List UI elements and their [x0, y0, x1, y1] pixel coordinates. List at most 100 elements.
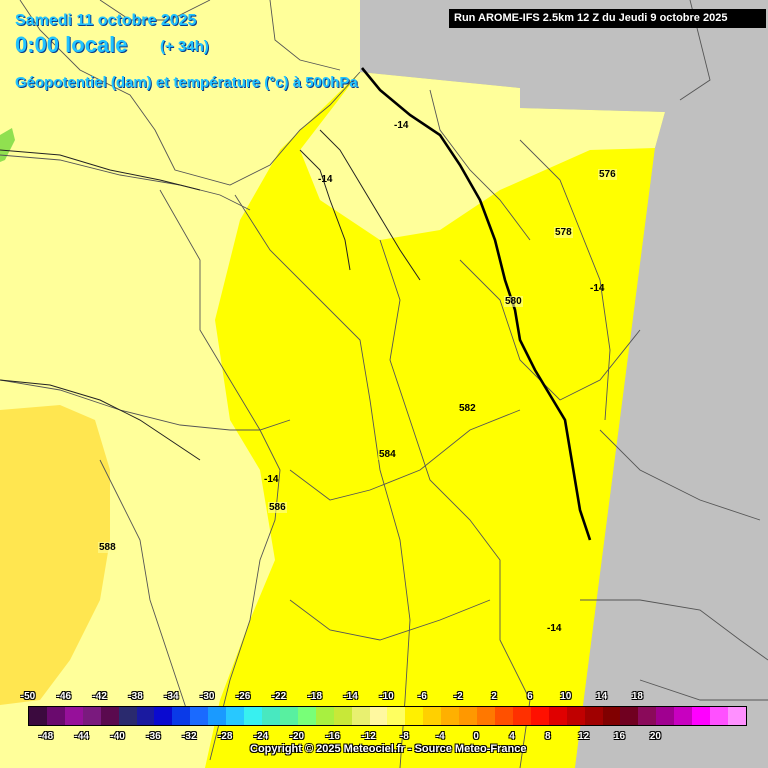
legend-swatch [512, 707, 531, 725]
legend-top-label: -38 [128, 691, 143, 702]
legend-swatch [566, 707, 585, 725]
legend-swatch [190, 707, 209, 725]
legend-top-label: -10 [379, 691, 394, 702]
legend-swatch [315, 707, 334, 725]
out-of-domain-east [575, 112, 768, 768]
legend-swatch [261, 707, 280, 725]
color-legend [28, 706, 747, 726]
label-temp-4: -14 [264, 474, 279, 485]
band-588 [0, 405, 110, 705]
legend-swatch [620, 707, 639, 725]
legend-bottom-label: 12 [578, 731, 590, 742]
green-patch [0, 128, 15, 162]
label-temp-2: -14 [318, 174, 333, 185]
legend-swatch [405, 707, 424, 725]
legend-bottom-label: -12 [361, 731, 376, 742]
legend-top-label: -30 [200, 691, 215, 702]
legend-swatch [118, 707, 137, 725]
forecast-date: Samedi 11 octobre 2025 [15, 12, 197, 29]
legend-top-label: -6 [417, 691, 427, 702]
forecast-time: 0:00 locale [15, 32, 128, 57]
legend-swatch [584, 707, 603, 725]
legend-bottom-label: 20 [649, 731, 661, 742]
legend-swatch [244, 707, 262, 725]
legend-swatch [423, 707, 442, 725]
legend-swatch [46, 707, 65, 725]
legend-swatch [369, 707, 388, 725]
legend-swatch [459, 707, 478, 725]
legend-swatch [477, 707, 495, 725]
legend-top-label: -46 [56, 691, 72, 702]
legend-swatch [530, 707, 549, 725]
legend-swatch [333, 707, 352, 725]
band-582-northeast [300, 72, 665, 240]
legend-swatch [710, 707, 728, 725]
legend-swatch [656, 707, 675, 725]
label-588: 588 [98, 542, 117, 553]
legend-bottom-label: 16 [613, 731, 626, 742]
legend-top-label: 10 [560, 691, 572, 702]
legend-bottom-label: -20 [289, 731, 305, 742]
legend-swatch [727, 707, 746, 725]
legend-top-label: -50 [20, 691, 36, 702]
legend-swatch [638, 707, 657, 725]
copyright: Copyright © 2025 Meteociel.fr - Source M… [250, 743, 527, 755]
legend-bottom-label: -8 [399, 731, 409, 742]
label-582: 582 [458, 403, 477, 414]
temperature-contours [0, 129, 421, 461]
legend-swatch [548, 707, 567, 725]
legend-swatch [29, 707, 47, 725]
legend-swatch [279, 707, 298, 725]
legend-bottom-label: -44 [74, 731, 89, 742]
label-576: 576 [598, 169, 617, 180]
legend-swatch [692, 707, 711, 725]
legend-top-label: 2 [491, 691, 497, 702]
legend-swatch [494, 707, 513, 725]
legend-top-label: -2 [453, 691, 463, 702]
legend-bottom-label: -4 [435, 731, 445, 742]
run-info: Run AROME-IFS 2.5km 12 Z du Jeudi 9 octo… [449, 9, 766, 28]
legend-top-label: -42 [92, 691, 107, 702]
legend-swatch [64, 707, 83, 725]
legend-top-label: 14 [596, 691, 608, 702]
legend-bottom-label: -16 [325, 731, 340, 742]
legend-swatch [226, 707, 245, 725]
legend-bottom-label: -24 [253, 731, 269, 742]
legend-swatch [208, 707, 227, 725]
legend-top-label: -18 [307, 691, 323, 702]
legend-bottom-label: 8 [545, 731, 551, 742]
forecast-offset: (+ 34h) [160, 38, 209, 55]
legend-swatch [100, 707, 119, 725]
legend-swatch [136, 707, 155, 725]
label-temp-1: -14 [394, 120, 409, 131]
legend-bottom-label: 0 [473, 731, 479, 742]
isohypse-580 [360, 67, 592, 541]
legend-top-label: -22 [271, 691, 287, 702]
legend-swatch [351, 707, 370, 725]
label-temp-3: -14 [590, 283, 605, 294]
legend-bottom-label: -48 [38, 731, 54, 742]
label-580: 580 [504, 296, 523, 307]
legend-bottom-label: 4 [509, 731, 515, 742]
legend-swatch [441, 707, 460, 725]
legend-swatch [154, 707, 173, 725]
legend-swatch [602, 707, 621, 725]
label-temp-5: -14 [547, 623, 562, 634]
legend-bottom-label: -32 [182, 731, 197, 742]
parameter-title: Géopotentiel (dam) et température (°c) à… [15, 74, 358, 91]
legend-top-label: -34 [164, 691, 179, 702]
out-of-domain-north [360, 0, 768, 112]
legend-top-label: 18 [631, 691, 643, 702]
legend-bottom-label: -36 [146, 731, 161, 742]
legend-bottom-label: -40 [110, 731, 125, 742]
legend-top-label: -26 [235, 691, 251, 702]
legend-swatch [172, 707, 191, 725]
label-578: 578 [554, 227, 573, 238]
legend-swatch [387, 707, 406, 725]
label-586: 586 [268, 502, 287, 513]
legend-bottom-label: -28 [217, 731, 233, 742]
legend-top-label: 6 [527, 691, 533, 702]
legend-top-label: -14 [343, 691, 358, 702]
